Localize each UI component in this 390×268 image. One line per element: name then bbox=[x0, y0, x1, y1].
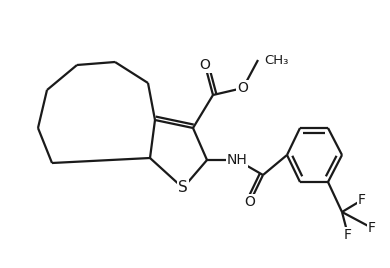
Text: O: O bbox=[200, 58, 211, 72]
Text: S: S bbox=[178, 181, 188, 195]
Text: CH₃: CH₃ bbox=[264, 54, 288, 66]
Text: F: F bbox=[344, 228, 352, 242]
Text: O: O bbox=[238, 81, 248, 95]
Text: O: O bbox=[245, 195, 255, 209]
Text: F: F bbox=[358, 193, 366, 207]
Text: F: F bbox=[368, 221, 376, 235]
Text: NH: NH bbox=[227, 153, 247, 167]
